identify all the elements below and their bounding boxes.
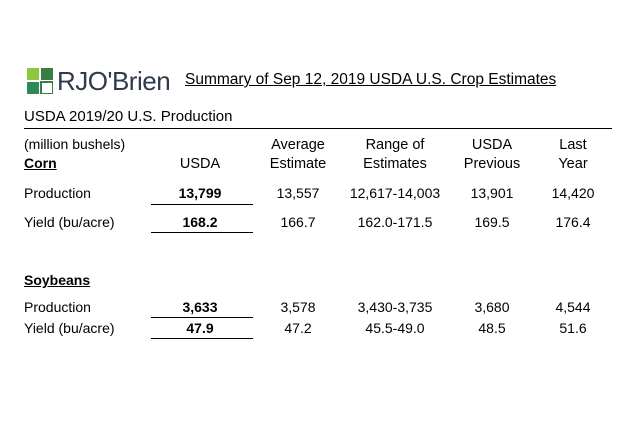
row-label: Production — [24, 299, 91, 315]
section-title: USDA 2019/20 U.S. Production — [24, 108, 233, 125]
usda-value: 168.2 — [182, 214, 218, 230]
last-year-value: 4,544 — [555, 299, 591, 315]
last-year-value: 176.4 — [555, 214, 591, 230]
average-estimate-value: 13,557 — [276, 185, 320, 201]
average-estimate-value: 3,578 — [280, 299, 316, 315]
usda-value: 13,799 — [178, 185, 222, 201]
usda-value: 47.9 — [186, 320, 214, 336]
range-value: 3,430-3,735 — [357, 299, 433, 315]
col-header-usda-previous: USDA Previous — [463, 137, 521, 172]
last-year-value: 14,420 — [551, 185, 595, 201]
average-estimate-value: 166.7 — [280, 214, 316, 230]
previous-value: 13,901 — [470, 185, 514, 201]
usda-cell-underline — [151, 204, 253, 205]
usda-cell-underline — [151, 317, 253, 318]
usda-value: 3,633 — [182, 299, 218, 315]
units-note: (million bushels) — [24, 136, 126, 152]
rjobrien-logo-icon — [27, 68, 53, 94]
usda-cell-underline — [151, 338, 253, 339]
previous-value: 48.5 — [478, 320, 506, 336]
range-value: 45.5-49.0 — [365, 320, 425, 336]
previous-value: 3,680 — [474, 299, 510, 315]
last-year-value: 51.6 — [559, 320, 587, 336]
col-header-range-of-estimates: Range of Estimates — [363, 137, 427, 172]
soybeans-section-label: Soybeans — [24, 272, 91, 288]
average-estimate-value: 47.2 — [284, 320, 312, 336]
previous-value: 169.5 — [474, 214, 510, 230]
row-label: Production — [24, 185, 91, 201]
col-header-average-estimate: Average Estimate — [269, 137, 327, 172]
row-label: Yield (bu/acre) — [24, 214, 115, 230]
row-label: Yield (bu/acre) — [24, 320, 115, 336]
range-value: 162.0-171.5 — [357, 214, 433, 230]
col-header-usda: USDA — [179, 156, 221, 172]
brand-name: RJO'Brien — [57, 66, 171, 96]
corn-section-label: Corn — [24, 155, 57, 171]
col-header-last-year: Last Year — [558, 137, 588, 172]
usda-cell-underline — [151, 232, 253, 233]
report-title: Summary of Sep 12, 2019 USDA U.S. Crop E… — [185, 71, 557, 88]
section-divider — [24, 128, 612, 129]
company-logo: RJO'Brien — [27, 66, 181, 98]
range-value: 12,617-14,003 — [349, 185, 441, 201]
